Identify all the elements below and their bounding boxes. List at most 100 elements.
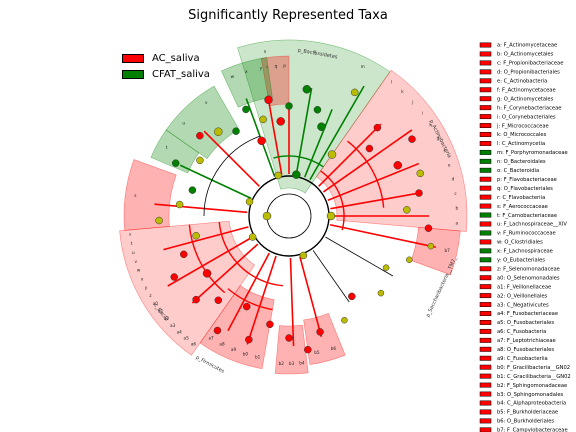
sector-key-label: k xyxy=(401,89,404,94)
tree-node-2 xyxy=(285,102,293,110)
tree-node-27 xyxy=(242,302,251,311)
taxon-swatch-a7 xyxy=(479,337,492,343)
taxon-swatch-b7 xyxy=(479,427,492,432)
taxon-label-i: i: O_Corynebacteriales xyxy=(497,114,556,120)
sector-key-label: a9 xyxy=(231,347,237,352)
clade-sector-6 xyxy=(199,285,275,369)
clade-sector-3 xyxy=(410,227,461,276)
taxon-label-n: n: O_Bacteroidales xyxy=(497,159,546,165)
legend-label-cfat: CFAT_saliva xyxy=(152,68,210,80)
taxon-swatch-q xyxy=(479,185,492,191)
legend: AC_saliva CFAT_saliva xyxy=(122,50,210,82)
sector-key-label: i xyxy=(422,111,423,116)
taxon-swatch-a8 xyxy=(479,346,492,352)
taxon-swatch-f xyxy=(479,87,492,93)
clade-sector-8 xyxy=(123,159,177,231)
taxon-label-u: u: F_Lachnospiraceae__XIV xyxy=(497,222,567,228)
sector-key-label: c xyxy=(454,191,457,196)
sector-key-label: n xyxy=(264,49,267,54)
clade-sector-0 xyxy=(237,39,391,194)
taxon-label-b2: b2: F_Sphingomonadaceae xyxy=(497,383,567,389)
tree-node-49 xyxy=(299,251,308,260)
taxon-swatch-h xyxy=(479,105,492,111)
tree-branch-16 xyxy=(227,252,270,332)
taxon-swatch-z xyxy=(479,266,492,272)
taxon-swatch-r xyxy=(479,194,492,200)
tree-branch-3 xyxy=(303,109,333,178)
sector-key-label: f xyxy=(443,149,445,154)
tree-node-50 xyxy=(248,233,257,241)
taxon-label-v: v: F_Ruminococcaceae xyxy=(497,231,556,237)
taxon-label-a: a: F_Actinomycetaceae xyxy=(497,43,557,49)
tree-node-37 xyxy=(188,186,197,194)
taxon-swatch-k xyxy=(479,132,492,137)
tree-node-19 xyxy=(377,289,385,297)
legend-label-ac: AC_saliva xyxy=(152,52,200,64)
tree-node-43 xyxy=(242,105,250,114)
tree-node-32 xyxy=(170,273,178,281)
taxon-label-a5: a5: O_Fusobacteriales xyxy=(497,320,554,326)
tree-node-34 xyxy=(192,232,200,240)
taxon-label-b4: b4: C_Alphaproteobacteria xyxy=(497,401,566,407)
inner-ring xyxy=(266,193,312,239)
taxon-swatch-b0 xyxy=(479,364,492,370)
taxon-swatch-c xyxy=(479,60,492,66)
tree-branch-13 xyxy=(299,256,323,337)
taxon-swatch-g xyxy=(479,96,492,102)
chart-title: Significantly Represented Taxa xyxy=(188,8,388,23)
clade-sector-10 xyxy=(165,85,240,160)
sector-key-label: a1 xyxy=(158,309,164,314)
taxon-label-b5: b5: F_Burkholderiaceae xyxy=(497,410,558,416)
tree-branch-15 xyxy=(246,255,277,345)
taxon-label-e: e: C_Actinobacteria xyxy=(497,79,547,85)
taxon-swatch-b5 xyxy=(479,409,492,415)
legend-entry-cfat: CFAT_saliva xyxy=(122,66,210,82)
tree-branch-14 xyxy=(289,257,295,346)
taxon-label-b6: b6: O_Burkholderiales xyxy=(497,419,554,425)
taxon-swatch-w xyxy=(479,239,492,245)
tree-node-30 xyxy=(192,295,200,304)
taxon-swatch-a9 xyxy=(479,355,492,361)
sector-key-label: x xyxy=(245,69,248,74)
tree-node-9 xyxy=(365,144,374,153)
taxon-label-b7: b7: F_Campylobacteraceae xyxy=(497,428,568,432)
tree-node-3 xyxy=(302,84,312,94)
taxon-swatch-a1 xyxy=(479,284,492,290)
sector-key-label: s xyxy=(134,193,136,198)
taxon-label-l: l: C_Actinomycetia xyxy=(497,141,545,147)
taxon-swatch-b1 xyxy=(479,373,492,379)
sector-key-label: b0 xyxy=(243,351,249,356)
tree-node-26 xyxy=(245,335,253,344)
clade-sector-5 xyxy=(274,324,309,375)
sector-key-label: o xyxy=(314,49,317,54)
taxon-swatch-b6 xyxy=(479,418,492,424)
tree-node-1 xyxy=(276,117,285,126)
legend-entry-ac: AC_saliva xyxy=(122,50,210,66)
sector-key-label: l xyxy=(391,80,392,85)
sector-key-label: v xyxy=(134,259,137,264)
taxon-swatch-b2 xyxy=(479,382,492,388)
sector-key-label: a xyxy=(456,220,459,225)
tree-node-17 xyxy=(406,256,413,264)
sector-key-label: r xyxy=(266,65,268,70)
taxon-label-s: s: F_Aerococcaceae xyxy=(497,204,548,210)
legend-swatch-cfat xyxy=(122,69,144,79)
tree-node-0 xyxy=(264,95,273,105)
tree-node-24 xyxy=(285,334,293,342)
taxon-label-b: b: O_Actinomycetales xyxy=(497,52,554,58)
tree-node-14 xyxy=(403,206,411,214)
tree-node-36 xyxy=(175,200,184,209)
taxon-swatch-m xyxy=(479,149,492,155)
sector-key-label: u xyxy=(182,121,185,126)
sector-key-label: b xyxy=(456,206,459,211)
sector-key-label: b4 xyxy=(299,360,305,365)
taxon-swatch-o xyxy=(479,167,492,173)
taxon-label-a3: a3: C_Negativicutes xyxy=(497,302,549,308)
tree-branch-6 xyxy=(322,129,413,193)
sector-key-label: g xyxy=(437,135,440,140)
tree-arc-2 xyxy=(218,222,283,287)
tree-node-5 xyxy=(317,122,326,131)
taxon-swatch-j xyxy=(479,123,492,128)
taxon-swatch-v xyxy=(479,230,492,236)
